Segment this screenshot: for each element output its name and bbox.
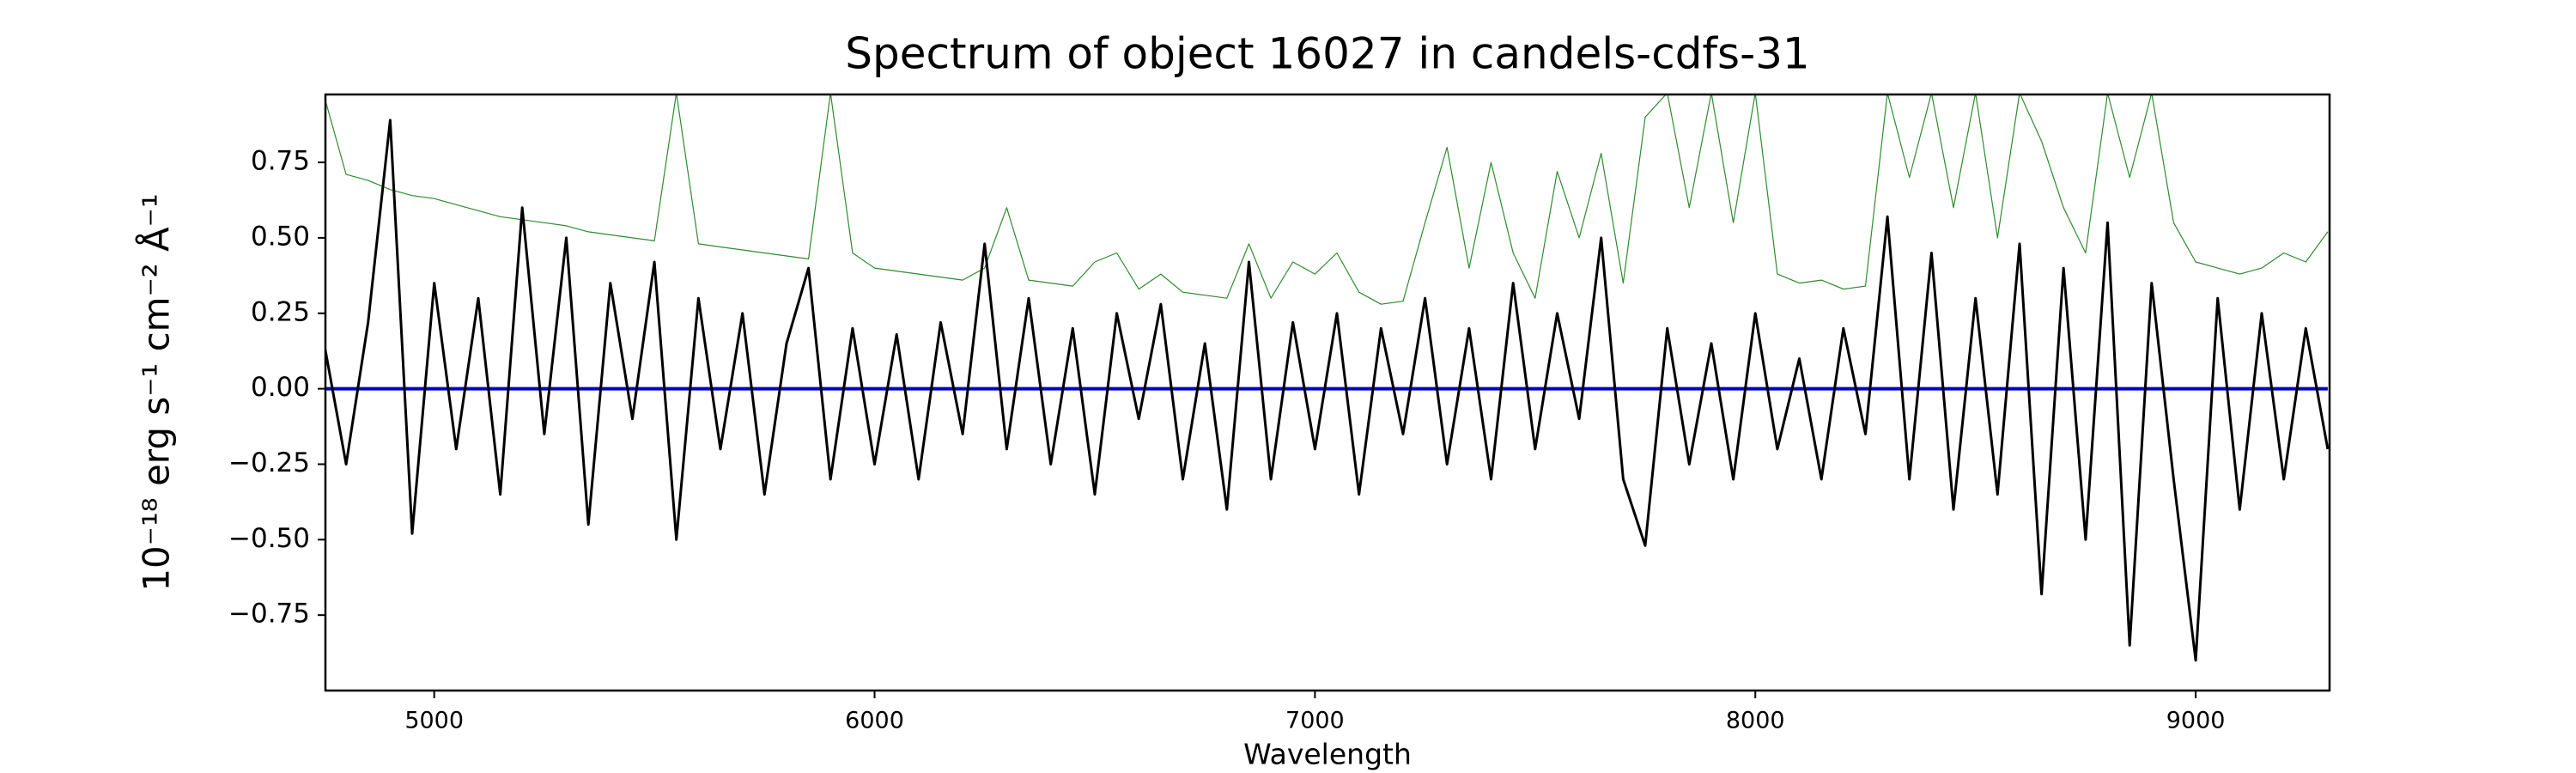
- y-tick-label: −0.50: [228, 523, 310, 554]
- y-tick-label: 0.50: [251, 221, 310, 252]
- y-tick-label: 0.25: [251, 296, 310, 327]
- x-tick-label: 6000: [845, 708, 904, 734]
- x-tick-label: 8000: [1726, 708, 1785, 734]
- x-tick-label: 9000: [2166, 708, 2226, 734]
- plot-area: [325, 94, 2330, 662]
- y-tick-label: 0.75: [251, 146, 310, 177]
- y-tick-label: −0.75: [228, 599, 310, 630]
- x-tick-label: 5000: [404, 708, 464, 734]
- spectrum-line: [325, 94, 2329, 305]
- y-tick-label: −0.25: [228, 447, 310, 478]
- y-axis-label: 10⁻¹⁸ erg s⁻¹ cm⁻² Å⁻¹: [135, 193, 178, 591]
- x-axis-label: Wavelength: [1243, 738, 1412, 771]
- y-tick-label: 0.00: [251, 372, 310, 403]
- spectrum-line: [325, 119, 2330, 662]
- axes-frame: [324, 93, 2331, 692]
- chart-title: Spectrum of object 16027 in candels-cdfs…: [845, 29, 1810, 79]
- x-tick-label: 7000: [1285, 708, 1345, 734]
